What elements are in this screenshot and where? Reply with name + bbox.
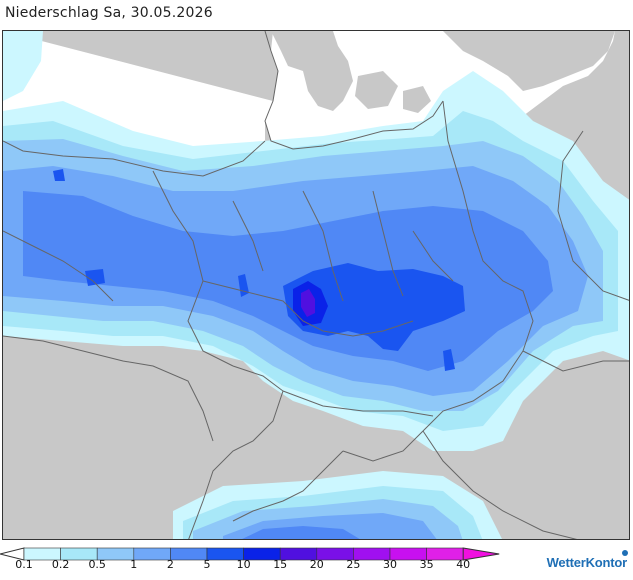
denmark-land — [271, 31, 431, 113]
legend-tick-2: 2 — [166, 558, 174, 571]
legend-tick-30: 30 — [383, 558, 397, 571]
precip-layer-5 — [53, 169, 465, 371]
baltic-land — [563, 71, 629, 150]
legend-swatch-2 — [170, 547, 208, 561]
precipitation-map[interactable] — [2, 30, 630, 540]
map-svg — [3, 31, 629, 539]
legend-tick-1: 1 — [130, 558, 138, 571]
sweden-land — [443, 31, 615, 91]
legend-tick-25: 25 — [346, 558, 361, 571]
legend-tick-10: 10 — [236, 558, 251, 571]
legend-tick-15: 15 — [273, 558, 288, 571]
legend-swatches — [0, 547, 500, 561]
legend-tick-0.5: 0.5 — [88, 558, 106, 571]
legend-swatch-1 — [133, 547, 171, 561]
legend-tick-35: 35 — [419, 558, 434, 571]
legend-tick-0.1: 0.1 — [15, 558, 33, 571]
precipitation-legend — [0, 542, 510, 580]
legend-tick-5: 5 — [203, 558, 211, 571]
legend-tick-20: 20 — [309, 558, 324, 571]
logo-mark-icon — [622, 550, 628, 556]
legend-tick-40: 40 — [456, 558, 471, 571]
legend-tick-0.2: 0.2 — [51, 558, 70, 571]
wetterkontor-logo[interactable]: WetterKontor — [546, 555, 628, 570]
map-title: Niederschlag Sa, 30.05.2026 — [5, 5, 213, 21]
precip-layer-15 — [301, 289, 315, 317]
country-borders — [3, 31, 629, 539]
legend-arrow-high — [462, 547, 500, 561]
